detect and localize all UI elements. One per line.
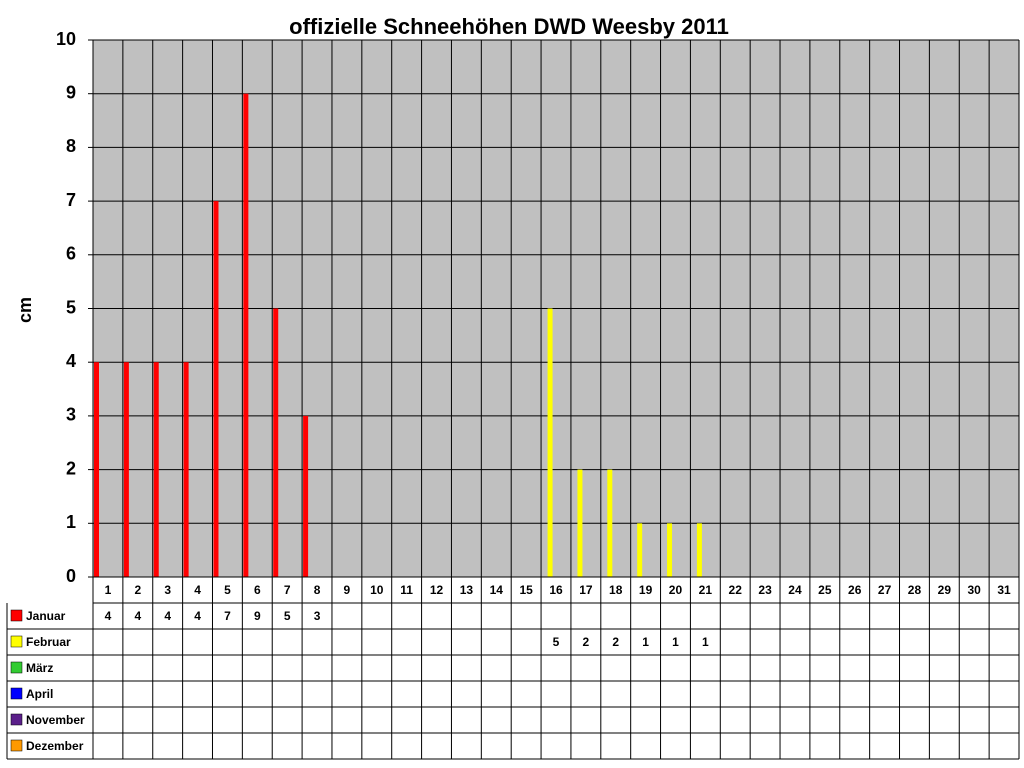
legend-label: Februar	[26, 635, 71, 649]
x-tick-label: 29	[938, 583, 952, 597]
x-tick-label: 4	[194, 583, 201, 597]
table-value: 2	[583, 635, 590, 649]
x-tick-label: 19	[639, 583, 653, 597]
y-tick-label: 2	[66, 458, 76, 478]
x-tick-label: 8	[314, 583, 321, 597]
x-tick-label: 31	[997, 583, 1011, 597]
y-tick-label: 9	[66, 82, 76, 102]
y-tick-label: 7	[66, 190, 76, 210]
y-tick-label: 1	[66, 512, 76, 532]
y-tick-label: 4	[66, 351, 76, 371]
x-tick-label: 1	[105, 583, 112, 597]
x-tick-label: 28	[908, 583, 922, 597]
table-value: 4	[134, 609, 141, 623]
x-tick-label: 24	[788, 583, 802, 597]
x-tick-label: 2	[134, 583, 141, 597]
legend-swatch	[10, 635, 23, 648]
x-tick-label: 15	[519, 583, 533, 597]
x-tick-label: 30	[968, 583, 982, 597]
bar	[123, 362, 129, 577]
legend-swatch	[10, 739, 23, 752]
bar	[153, 362, 159, 577]
legend-swatch	[10, 661, 23, 674]
bar	[577, 469, 583, 577]
bar	[696, 523, 702, 577]
table-value: 2	[612, 635, 619, 649]
legend-swatch	[10, 609, 23, 622]
x-tick-label: 16	[549, 583, 563, 597]
table-value: 3	[314, 609, 321, 623]
table-value: 9	[254, 609, 261, 623]
legend-swatch	[10, 687, 23, 700]
y-tick-label: 5	[66, 297, 76, 317]
bar	[243, 93, 249, 577]
bar	[213, 201, 219, 577]
y-tick-label: 10	[56, 29, 76, 49]
table-value: 4	[164, 609, 171, 623]
x-tick-label: 25	[818, 583, 832, 597]
x-tick-label: 10	[370, 583, 384, 597]
x-tick-label: 27	[878, 583, 892, 597]
table-value: 4	[194, 609, 201, 623]
x-tick-label: 9	[344, 583, 351, 597]
bar	[183, 362, 189, 577]
table-value: 1	[642, 635, 649, 649]
bar	[667, 523, 673, 577]
x-tick-label: 12	[430, 583, 444, 597]
x-tick-label: 17	[579, 583, 593, 597]
legend-label: März	[26, 661, 53, 675]
chart-title: offizielle Schneehöhen DWD Weesby 2011	[289, 14, 729, 39]
x-tick-label: 21	[699, 583, 713, 597]
legend-swatch	[10, 713, 23, 726]
y-axis-label: cm	[15, 297, 35, 323]
y-tick-label: 0	[66, 566, 76, 586]
x-tick-label: 3	[164, 583, 171, 597]
x-tick-label: 23	[758, 583, 772, 597]
legend-label: April	[26, 687, 53, 701]
table-value: 5	[553, 635, 560, 649]
x-tick-label: 26	[848, 583, 862, 597]
x-tick-label: 6	[254, 583, 261, 597]
bar	[637, 523, 643, 577]
y-tick-label: 3	[66, 405, 76, 425]
table-value: 4	[105, 609, 112, 623]
bar	[607, 469, 613, 577]
bar	[303, 415, 309, 577]
x-tick-label: 13	[460, 583, 474, 597]
x-tick-label: 18	[609, 583, 623, 597]
legend-label: November	[26, 713, 85, 727]
legend-label: Januar	[26, 609, 66, 623]
bar	[273, 308, 279, 577]
table-value: 7	[224, 609, 231, 623]
x-tick-label: 7	[284, 583, 291, 597]
bar	[547, 308, 553, 577]
table-value: 5	[284, 609, 291, 623]
x-tick-label: 20	[669, 583, 683, 597]
x-tick-label: 5	[224, 583, 231, 597]
x-tick-label: 11	[400, 583, 413, 597]
x-tick-label: 14	[490, 583, 504, 597]
y-tick-label: 6	[66, 244, 76, 264]
table-value: 1	[702, 635, 709, 649]
table-value: 1	[672, 635, 679, 649]
y-tick-label: 8	[66, 136, 76, 156]
x-tick-label: 22	[729, 583, 743, 597]
bar	[94, 362, 99, 577]
legend-label: Dezember	[26, 739, 84, 753]
